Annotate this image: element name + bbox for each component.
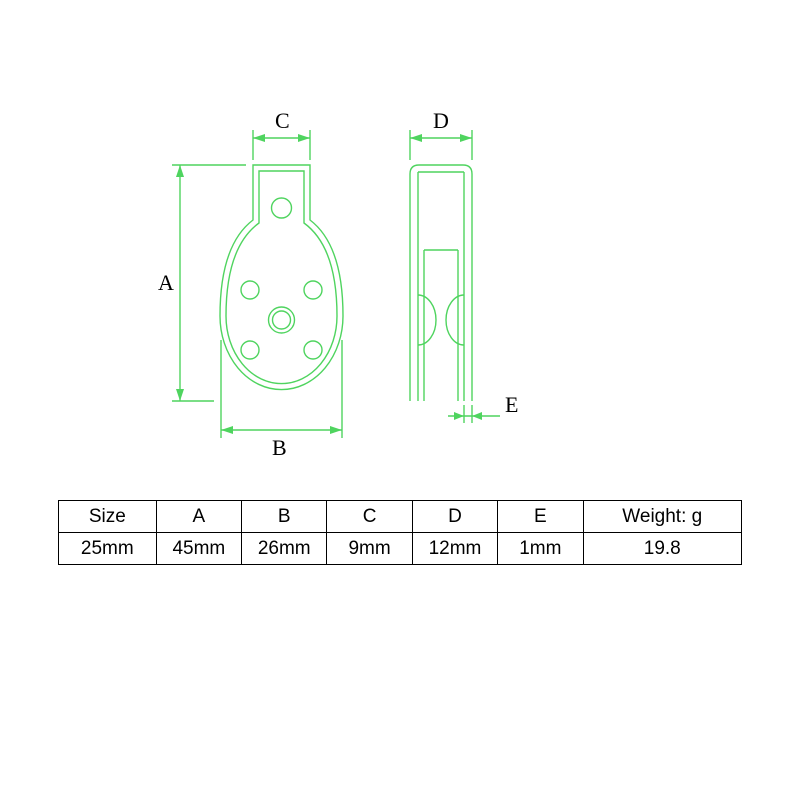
table-row: 25mm45mm26mm9mm12mm1mm19.8 [59, 533, 742, 565]
table-header-cell: C [327, 501, 412, 533]
dim-label-c: C [275, 108, 290, 133]
dim-label-d: D [433, 108, 449, 133]
dim-label-e: E [505, 392, 518, 417]
dim-label-a: A [158, 270, 174, 295]
table-header-cell: Size [59, 501, 157, 533]
table-cell: 45mm [156, 533, 241, 565]
table-header-cell: D [412, 501, 497, 533]
table-header-row: SizeABCDEWeight: g [59, 501, 742, 533]
table-cell: 19.8 [583, 533, 741, 565]
table-cell: 26mm [242, 533, 327, 565]
table-cell: 12mm [412, 533, 497, 565]
table-header-cell: Weight: g [583, 501, 741, 533]
table-cell: 1mm [498, 533, 583, 565]
table-header-cell: B [242, 501, 327, 533]
dim-label-b: B [272, 435, 287, 460]
table-header-cell: E [498, 501, 583, 533]
table-cell: 9mm [327, 533, 412, 565]
table-cell: 25mm [59, 533, 157, 565]
technical-diagram: A B C D E [0, 40, 800, 480]
table-header-cell: A [156, 501, 241, 533]
dimensions-table: SizeABCDEWeight: g 25mm45mm26mm9mm12mm1m… [58, 500, 742, 565]
